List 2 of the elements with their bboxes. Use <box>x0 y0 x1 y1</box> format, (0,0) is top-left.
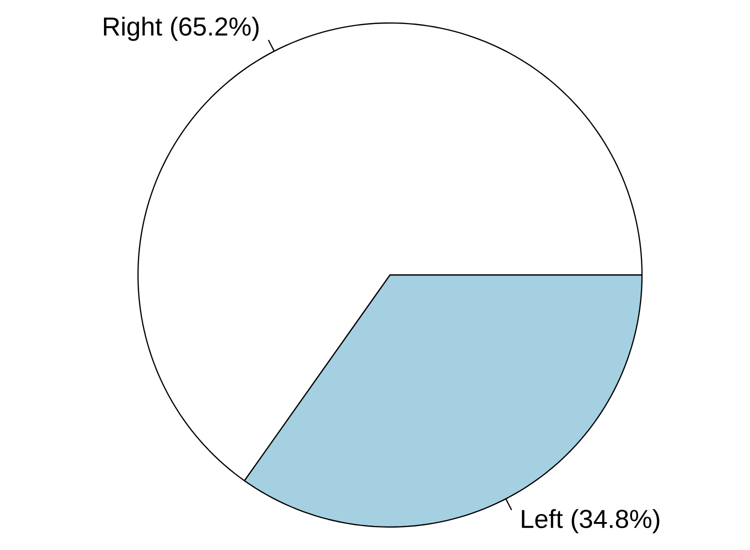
slice-label: Left (34.8%) <box>522 509 660 534</box>
slice-label: Right (65.2%) <box>104 16 259 41</box>
